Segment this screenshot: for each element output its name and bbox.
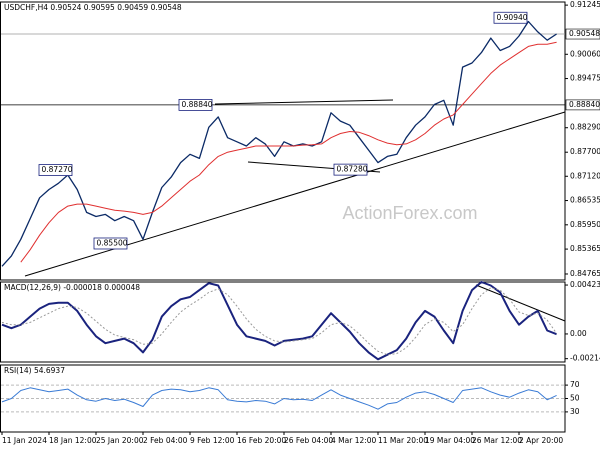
y-tick-label: 0.91245 (570, 0, 600, 9)
y-tick-label: 0.86535 (570, 196, 600, 205)
y-tick-label: 0.85950 (570, 220, 600, 229)
level-box (565, 28, 600, 40)
y-tick-label: 0.89475 (570, 74, 600, 83)
y-tick-label: 70 (570, 380, 580, 389)
annotation-label: 0.85500 (97, 238, 128, 247)
x-tick-label: 16 Feb 20:00 (237, 436, 286, 445)
panel-title: USDCHF,H4 0.90524 0.90595 0.90459 0.9054… (4, 3, 182, 12)
x-tick-label: 11 Mar 20:00 (378, 436, 428, 445)
y-tick-label: 0.88290 (570, 123, 600, 132)
annotation-box (493, 11, 528, 24)
x-tick-label: 25 Jan 20:00 (96, 436, 144, 445)
y-tick-label: 30 (570, 407, 580, 416)
panel-title: MACD(12,26,9) -0.000018 0.000048 (4, 283, 140, 292)
y-tick-label: 0.87700 (570, 147, 600, 156)
y-tick-label: -0.002142 (570, 354, 600, 363)
trendline (475, 284, 566, 322)
x-tick-label: 2 Apr 20:00 (519, 436, 563, 445)
y-tick-label: 0.90060 (570, 49, 600, 58)
x-tick-label: 19 Mar 04:00 (425, 436, 475, 445)
level-label: 0.88840 (569, 100, 600, 109)
y-tick-label: 0.004237 (570, 280, 600, 289)
trendline (214, 99, 394, 105)
y-tick-label: 0.85365 (570, 244, 600, 253)
x-tick-label: 4 Mar 12:00 (331, 436, 377, 445)
annotation-box (178, 99, 213, 111)
annotation-label: 0.88840 (182, 100, 213, 109)
level-label: 0.90548 (569, 29, 600, 38)
x-tick-label: 18 Jan 12:00 (49, 436, 97, 445)
annotation-label: 0.87270 (42, 165, 73, 174)
x-tick-label: 26 Mar 12:00 (472, 436, 522, 445)
annotation-label: 0.90940 (497, 13, 528, 22)
level-box (565, 99, 600, 111)
y-tick-label: 0.87120 (570, 171, 600, 180)
watermark: ActionForex.com (342, 203, 477, 223)
series-line (20, 41, 557, 263)
series-line (1, 281, 557, 361)
series-line (1, 387, 557, 410)
series-line (1, 20, 557, 267)
series-line (1, 287, 558, 356)
annotation-box (38, 164, 73, 176)
panel-frame (0, 1, 566, 281)
y-tick-label: 50 (570, 394, 580, 403)
x-tick-label: 2 Feb 04:00 (143, 436, 188, 445)
annotation-label: 0.87280 (337, 165, 368, 174)
y-tick-label: 0.00 (570, 329, 587, 338)
y-tick-label: 0.84765 (570, 269, 600, 278)
x-tick-label: 26 Feb 04:00 (284, 436, 333, 445)
x-tick-label: 11 Jan 2024 (2, 436, 47, 445)
x-tick-label: 9 Feb 12:00 (190, 436, 235, 445)
annotation-box (93, 237, 128, 250)
panel-title: RSI(14) 54.6937 (4, 366, 65, 375)
panel-frame (0, 281, 566, 363)
annotation-box (333, 163, 368, 176)
